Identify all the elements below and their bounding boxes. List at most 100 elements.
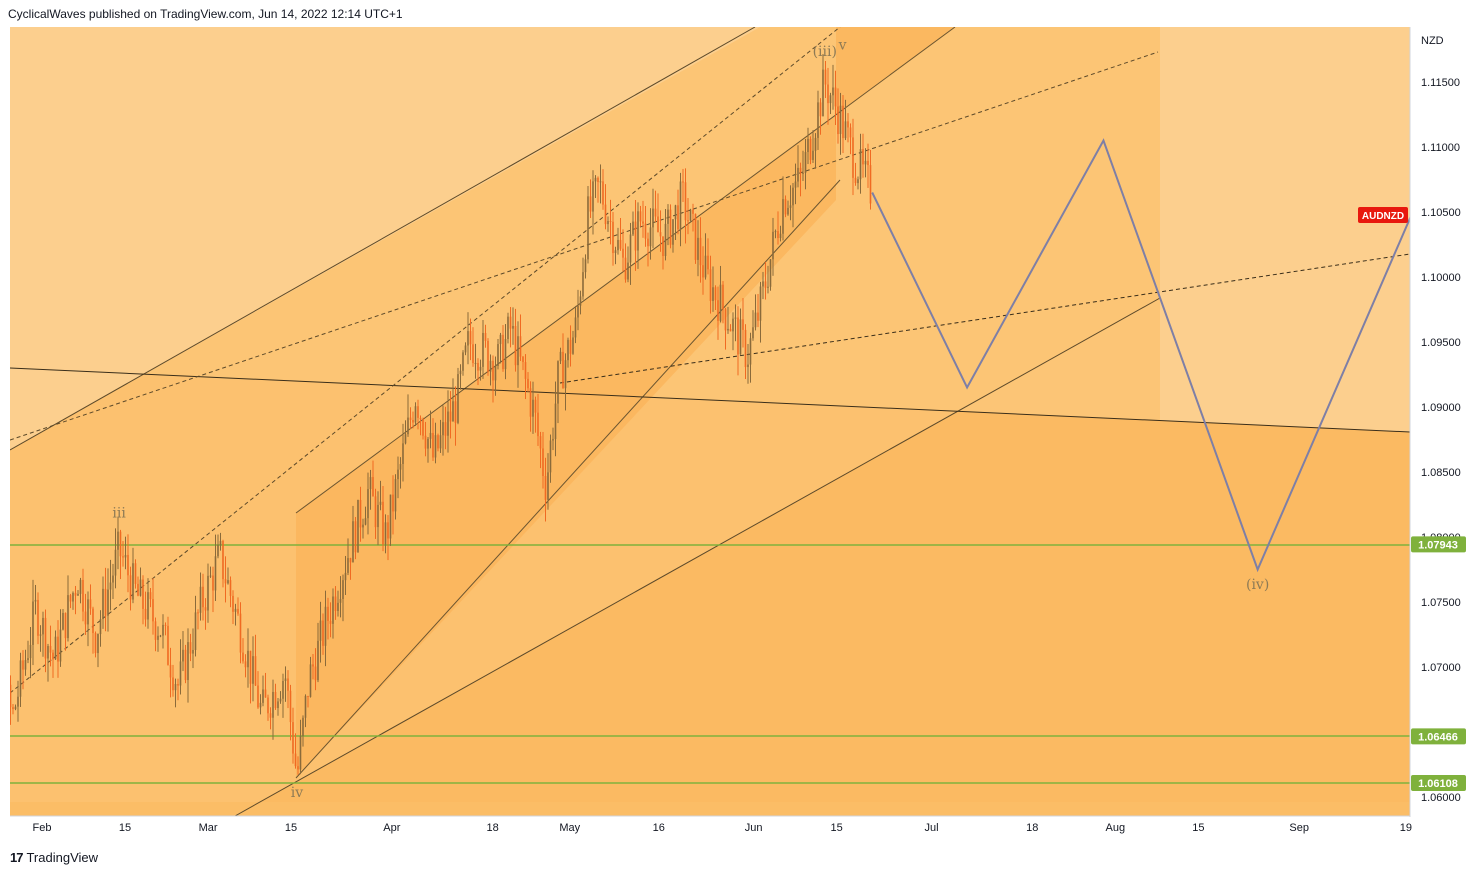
wave-label: (iv) (1246, 577, 1269, 593)
rising-channel-bottom (295, 179, 841, 779)
candle-body (2, 671, 4, 672)
candle-body (104, 588, 107, 616)
candle-body (772, 231, 774, 260)
candle-body (654, 208, 657, 217)
candle-body (724, 309, 727, 331)
candle-body (779, 233, 782, 239)
candle-body (539, 436, 542, 449)
candle-body (832, 87, 834, 96)
candle-body (759, 286, 762, 321)
candle-body (669, 209, 672, 245)
candle-body (454, 401, 457, 423)
y-tick-label: 1.08500 (1421, 467, 1461, 479)
candle-body (379, 501, 382, 505)
candle-body (294, 753, 297, 767)
wave-label: v (838, 38, 847, 54)
candle-body (784, 199, 787, 215)
candle-body (417, 406, 419, 418)
brand-name: TradingView (26, 850, 99, 865)
candle-body (22, 660, 24, 670)
candle-body (334, 596, 337, 611)
candle-body (694, 213, 697, 260)
dashed-trendline-3 (559, 253, 1410, 384)
currency-label: NZD (1421, 35, 1444, 47)
candle-body (312, 664, 314, 667)
candle-body (314, 666, 317, 681)
candle-body (542, 448, 544, 477)
publisher-header: CyclicalWaves published on TradingView.c… (8, 7, 403, 21)
candle-body (139, 579, 142, 596)
candle-body (0, 651, 1, 671)
candle-body (132, 563, 134, 600)
candle-body (242, 652, 244, 662)
candle-body (622, 248, 624, 258)
candle-body (147, 592, 149, 620)
symbol-tag (1358, 207, 1408, 223)
candle-body (777, 231, 779, 239)
candle-body (687, 220, 689, 222)
wave-label: iii (112, 506, 126, 522)
x-tick-label: 18 (487, 822, 499, 834)
candle-body (187, 642, 189, 681)
candle-body (712, 287, 714, 301)
candle-body (284, 678, 287, 681)
candle-body (79, 579, 82, 594)
tradingview-logo-icon: 17 (10, 850, 24, 865)
candle-body (137, 583, 139, 596)
candle-body (197, 612, 199, 614)
candle-body (19, 660, 22, 697)
y-tick-label: 1.11000 (1421, 142, 1460, 154)
candle-body (392, 494, 394, 512)
candle-body (814, 137, 817, 151)
candle-body (602, 181, 604, 205)
x-tick-label: Mar (199, 822, 218, 834)
candle-body (304, 695, 307, 718)
support-price-tag (1411, 774, 1466, 791)
x-tick-label: 15 (285, 822, 297, 834)
candle-body (797, 167, 799, 182)
candle-body (457, 374, 459, 423)
candle-body (479, 366, 482, 371)
candle-body (462, 352, 464, 371)
candle-body (52, 652, 54, 660)
candle-body (282, 680, 284, 699)
candle-body (117, 531, 119, 550)
candle-body (222, 540, 224, 580)
candle-body (124, 554, 127, 558)
candle-body (10, 684, 12, 708)
candle-body (34, 599, 37, 602)
candle-body (84, 611, 87, 625)
candle-body (427, 438, 429, 449)
candle-body (744, 329, 747, 368)
candle-body (442, 422, 444, 436)
candle-body (864, 160, 867, 165)
candle-body (169, 664, 172, 678)
candle-body (564, 360, 567, 389)
candle-body (44, 617, 47, 659)
candle-body (77, 593, 79, 596)
dashed-trendline-2 (10, 51, 1159, 441)
candle-body (629, 234, 632, 263)
candle-body (684, 182, 687, 221)
y-tick-label: 1.07500 (1421, 597, 1461, 609)
x-tick-label: 15 (1192, 822, 1204, 834)
candle-body (299, 735, 302, 770)
candle-body (349, 558, 352, 563)
y-tick-label: 1.10500 (1421, 207, 1461, 219)
candle-body (499, 334, 502, 345)
candle-body (572, 337, 574, 354)
candle-body (802, 172, 804, 174)
support-price-label: 1.07943 (1418, 539, 1458, 551)
candle-body (492, 360, 494, 381)
y-tick-label: 1.06000 (1421, 792, 1461, 804)
footer-brand[interactable]: 17 TradingView (10, 850, 98, 865)
candle-body (249, 650, 252, 684)
candle-body (342, 580, 344, 599)
candle-body (64, 612, 67, 639)
support-price-tag (1411, 536, 1466, 553)
candle-body (347, 558, 349, 573)
x-tick-label: 16 (653, 822, 665, 834)
candle-body (89, 599, 92, 609)
candle-body (212, 575, 214, 591)
